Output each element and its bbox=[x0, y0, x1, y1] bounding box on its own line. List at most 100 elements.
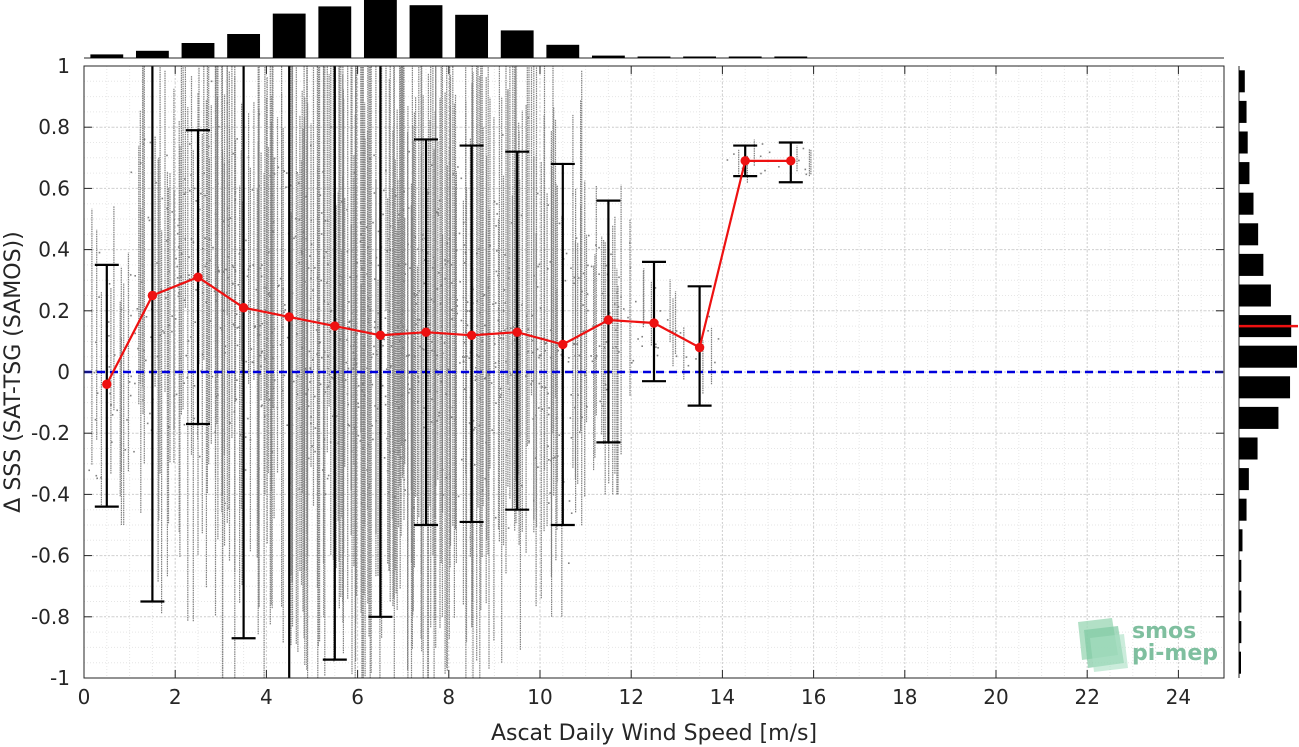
scatter-point bbox=[185, 354, 187, 357]
scatter-point bbox=[576, 343, 578, 345]
scatter-point bbox=[307, 267, 310, 269]
scatter-point bbox=[354, 341, 356, 343]
scatter-point bbox=[352, 351, 355, 354]
scatter-point bbox=[367, 317, 370, 320]
scatter-point bbox=[184, 238, 186, 240]
scatter-point bbox=[423, 282, 425, 285]
scatter-point bbox=[244, 436, 247, 438]
scatter-point bbox=[717, 338, 720, 340]
scatter-point bbox=[130, 171, 133, 174]
scatter-point bbox=[381, 384, 384, 387]
scatter-point bbox=[433, 301, 435, 303]
scatter-point bbox=[460, 177, 463, 180]
right-histogram-bar bbox=[1239, 468, 1249, 491]
right-histogram-bar bbox=[1239, 376, 1291, 399]
scatter-point bbox=[556, 455, 559, 457]
scatter-point bbox=[316, 277, 319, 279]
scatter-point bbox=[258, 185, 260, 187]
scatter-point bbox=[428, 323, 431, 326]
scatter-point bbox=[518, 345, 521, 348]
scatter-point bbox=[417, 400, 419, 403]
scatter-point bbox=[222, 271, 225, 273]
scatter-point bbox=[252, 264, 254, 266]
scatter-point bbox=[414, 310, 416, 313]
scatter-point bbox=[314, 450, 316, 453]
scatter-point bbox=[369, 309, 372, 311]
scatter-point bbox=[326, 386, 328, 389]
scatter-point bbox=[495, 225, 497, 227]
scatter-point bbox=[437, 208, 440, 210]
scatter-point bbox=[433, 350, 436, 353]
scatter-point bbox=[225, 291, 228, 294]
scatter-point bbox=[539, 307, 542, 309]
scatter-point bbox=[232, 266, 235, 269]
scatter-point bbox=[260, 405, 263, 408]
scatter-point bbox=[506, 327, 509, 329]
scatter-point bbox=[161, 197, 164, 200]
x-tick-label: 24 bbox=[1166, 685, 1191, 709]
scatter-point bbox=[189, 189, 191, 192]
scatter-point bbox=[289, 482, 292, 485]
scatter-point bbox=[133, 450, 135, 453]
scatter-point bbox=[322, 171, 324, 173]
scatter-point bbox=[319, 194, 322, 196]
scatter-point bbox=[166, 207, 168, 210]
scatter-point bbox=[344, 379, 347, 381]
scatter-point bbox=[303, 241, 306, 243]
scatter-point bbox=[656, 354, 659, 357]
scatter-point bbox=[253, 313, 255, 316]
right-histogram-bar bbox=[1239, 162, 1250, 185]
scatter-point bbox=[389, 225, 392, 227]
scatter-point bbox=[304, 367, 307, 370]
scatter-point bbox=[323, 256, 326, 259]
scatter-point bbox=[116, 409, 118, 412]
scatter-point bbox=[200, 192, 202, 195]
scatter-point bbox=[498, 360, 500, 363]
scatter-point bbox=[351, 312, 353, 314]
scatter-point bbox=[251, 189, 254, 191]
scatter-point bbox=[547, 204, 549, 206]
scatter-point bbox=[310, 243, 313, 246]
scatter-point bbox=[525, 315, 528, 317]
right-histogram-bar bbox=[1239, 70, 1245, 93]
scatter-point bbox=[213, 290, 216, 293]
scatter-point bbox=[500, 330, 502, 333]
scatter-point bbox=[111, 441, 113, 443]
scatter-point bbox=[505, 360, 507, 363]
scatter-point bbox=[355, 372, 357, 374]
scatter-point bbox=[587, 264, 589, 267]
scatter-point bbox=[618, 351, 620, 353]
scatter-point bbox=[209, 320, 212, 322]
scatter-point bbox=[451, 318, 453, 320]
scatter-point bbox=[208, 238, 211, 241]
x-tick-label: 20 bbox=[983, 685, 1008, 709]
scatter-point bbox=[598, 246, 600, 249]
scatter-point bbox=[400, 456, 402, 459]
scatter-point bbox=[249, 300, 251, 302]
scatter-point bbox=[527, 350, 529, 353]
scatter-point bbox=[369, 158, 371, 160]
scatter-point bbox=[612, 347, 614, 349]
scatter-point bbox=[247, 156, 250, 159]
scatter-point bbox=[289, 250, 292, 253]
scatter-point bbox=[330, 126, 332, 128]
scatter-point bbox=[475, 378, 478, 380]
scatter-point bbox=[174, 318, 177, 320]
scatter-point bbox=[671, 330, 674, 333]
scatter-point bbox=[581, 290, 583, 293]
scatter-point bbox=[532, 418, 534, 420]
scatter-point bbox=[124, 449, 127, 451]
scatter-point bbox=[567, 361, 570, 363]
scatter-point bbox=[495, 270, 498, 273]
scatter-point bbox=[232, 283, 234, 285]
y-axis-label: Δ SSS (SAT-TSG (SAMOS)) bbox=[1, 231, 26, 512]
scatter-point bbox=[234, 270, 237, 273]
scatter-point bbox=[455, 395, 457, 398]
scatter-point bbox=[416, 294, 418, 296]
scatter-point bbox=[376, 407, 379, 410]
scatter-point bbox=[338, 275, 341, 278]
scatter-point bbox=[360, 502, 363, 504]
scatter-point bbox=[491, 429, 493, 431]
scatter-point bbox=[496, 250, 498, 252]
scatter-point bbox=[478, 248, 480, 250]
